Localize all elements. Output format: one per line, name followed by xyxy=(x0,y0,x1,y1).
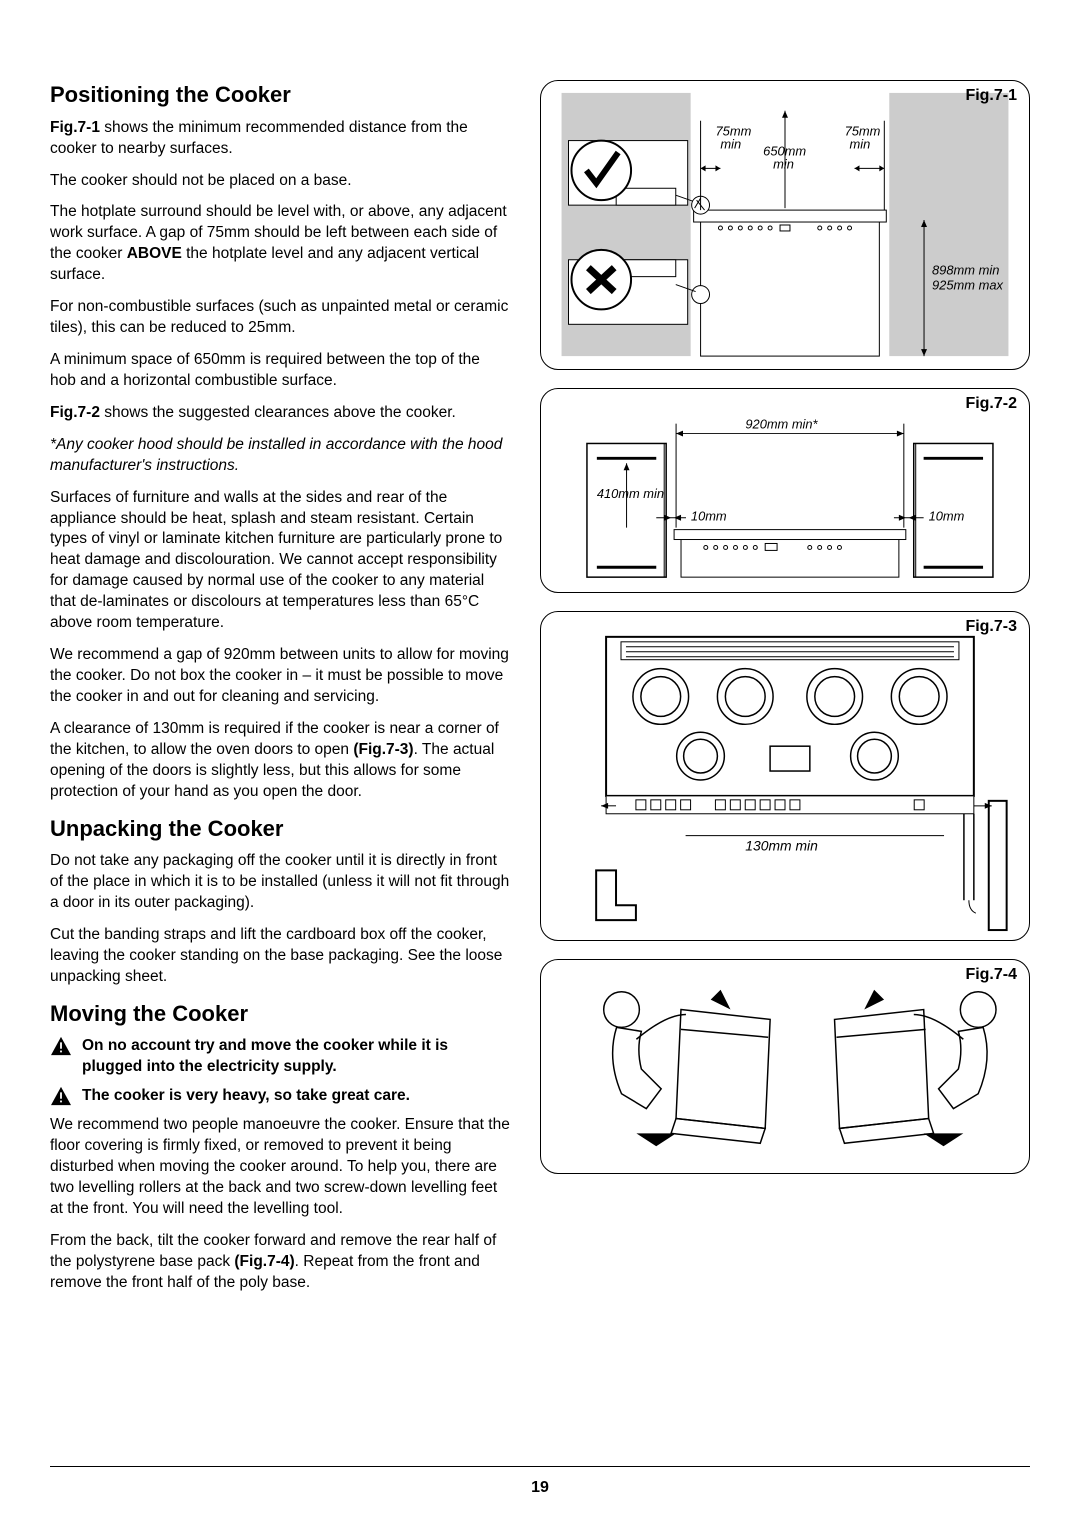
text-column: Positioning the Cooker Fig.7-1 shows the… xyxy=(50,80,510,1305)
figure-label: Fig.7-1 xyxy=(965,87,1017,105)
heading-unpacking: Unpacking the Cooker xyxy=(50,814,510,844)
svg-text:10mm: 10mm xyxy=(691,509,727,524)
figure-label: Fig.7-3 xyxy=(965,618,1017,636)
para: Fig.7-1 shows the minimum recommended di… xyxy=(50,118,510,160)
para-note: *Any cooker hood should be installed in … xyxy=(50,435,510,477)
svg-text:410mm min: 410mm min xyxy=(597,486,664,501)
warning-triangle-icon xyxy=(50,1086,72,1106)
para: Fig.7-2 shows the suggested clearances a… xyxy=(50,403,510,424)
figure-7-2-svg: 920mm min* 410mm min 10mm 10mm xyxy=(541,389,1029,592)
para: The cooker should not be placed on a bas… xyxy=(50,171,510,192)
svg-text:925mm max: 925mm max xyxy=(932,278,1004,293)
warning-row: The cooker is very heavy, so take great … xyxy=(50,1086,510,1107)
para: A minimum space of 650mm is required bet… xyxy=(50,350,510,392)
warning-text: The cooker is very heavy, so take great … xyxy=(82,1086,510,1107)
warning-row: On no account try and move the cooker wh… xyxy=(50,1036,510,1078)
figure-7-3-svg: 130mm min xyxy=(541,612,1029,940)
para: The hotplate surround should be level wi… xyxy=(50,202,510,286)
figure-7-4-svg xyxy=(541,960,1029,1173)
warning-text: On no account try and move the cooker wh… xyxy=(82,1036,510,1078)
para: We recommend a gap of 920mm between unit… xyxy=(50,645,510,708)
heading-moving: Moving the Cooker xyxy=(50,999,510,1029)
figure-7-1-svg: 75mm min 75mm min 650mm min 898mm min 92… xyxy=(541,81,1029,369)
para: For non-combustible surfaces (such as un… xyxy=(50,297,510,339)
para: We recommend two people manoeuvre the co… xyxy=(50,1115,510,1220)
figure-7-2: Fig.7-2 xyxy=(540,388,1030,593)
svg-text:130mm min: 130mm min xyxy=(745,838,818,854)
warning-triangle-icon xyxy=(50,1036,72,1056)
para: Surfaces of furniture and walls at the s… xyxy=(50,488,510,634)
para: A clearance of 130mm is required if the … xyxy=(50,719,510,803)
para: Do not take any packaging off the cooker… xyxy=(50,851,510,914)
footer-rule xyxy=(50,1466,1030,1467)
svg-text:min: min xyxy=(850,137,871,152)
figure-7-1: Fig.7-1 xyxy=(540,80,1030,370)
figure-column: Fig.7-1 xyxy=(540,80,1030,1305)
figure-7-3: Fig.7-3 xyxy=(540,611,1030,941)
page-number: 19 xyxy=(0,1479,1080,1497)
svg-text:898mm min: 898mm min xyxy=(932,263,999,278)
svg-text:min: min xyxy=(773,156,794,171)
figure-label: Fig.7-4 xyxy=(965,966,1017,984)
para: From the back, tilt the cooker forward a… xyxy=(50,1231,510,1294)
figure-label: Fig.7-2 xyxy=(965,395,1017,413)
svg-text:min: min xyxy=(720,137,741,152)
para: Cut the banding straps and lift the card… xyxy=(50,925,510,988)
svg-text:920mm min*: 920mm min* xyxy=(745,417,818,432)
figure-7-4: Fig.7-4 xyxy=(540,959,1030,1174)
heading-positioning: Positioning the Cooker xyxy=(50,80,510,110)
svg-text:10mm: 10mm xyxy=(929,509,965,524)
